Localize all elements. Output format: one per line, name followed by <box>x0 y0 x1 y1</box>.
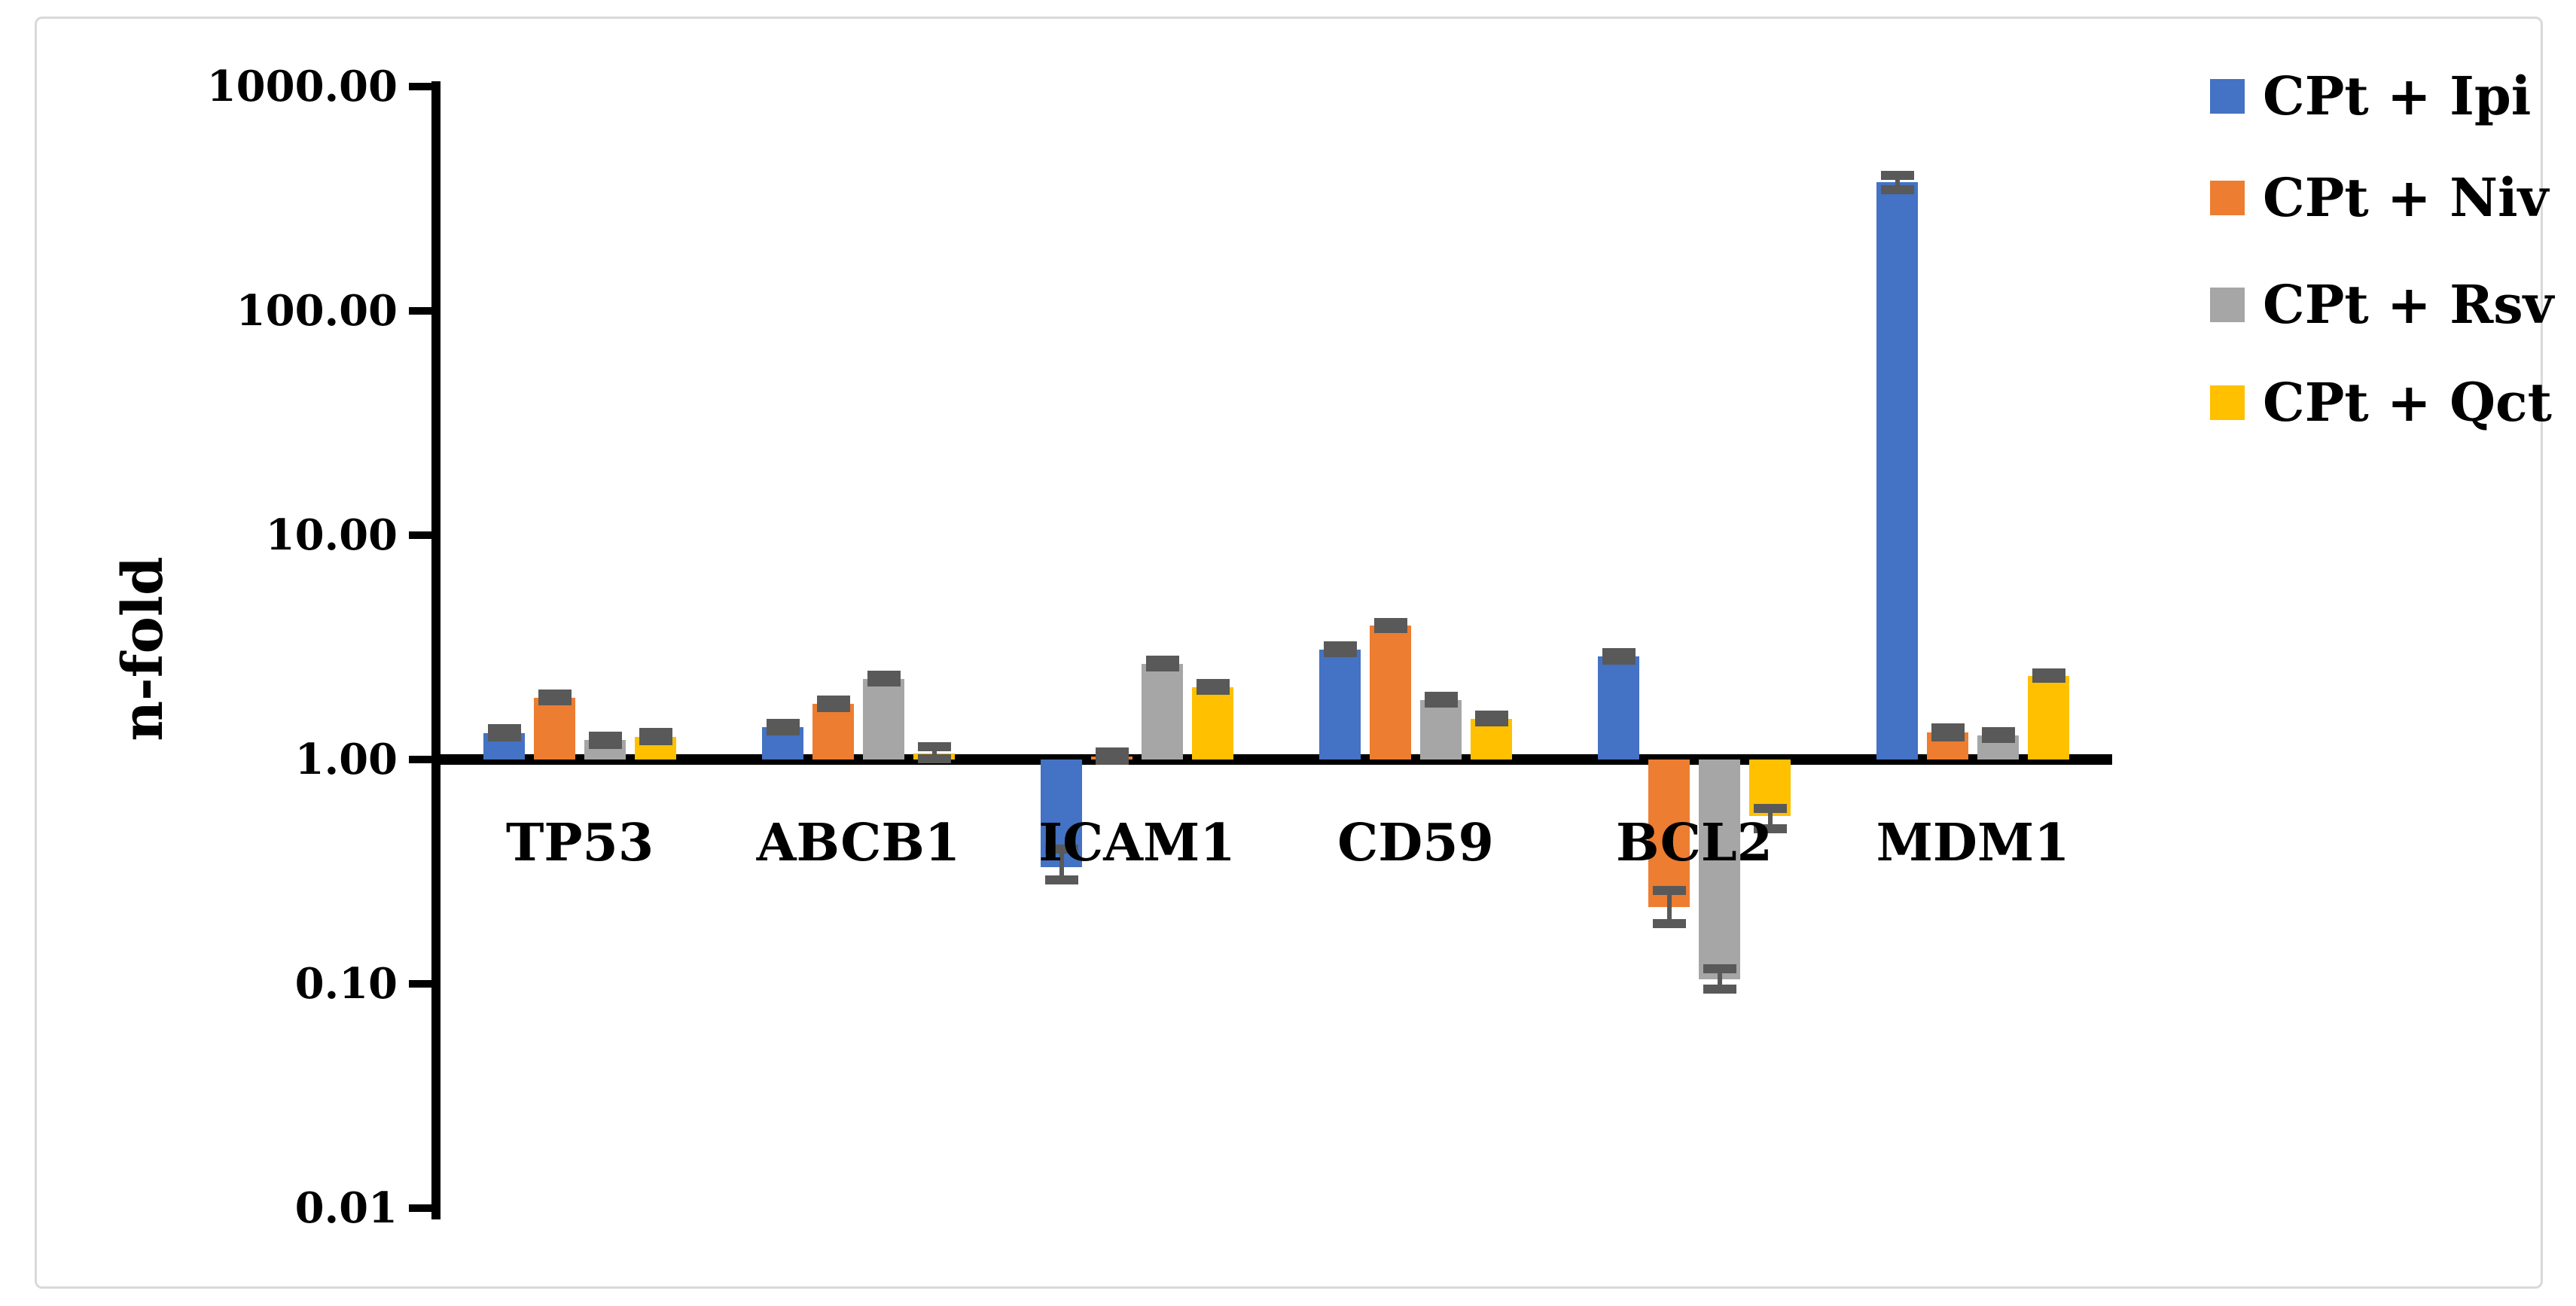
error-bar-cap <box>1095 747 1129 757</box>
error-bar-whisker <box>931 747 937 759</box>
error-bar-cap <box>1753 824 1787 834</box>
x-category-label: ICAM1 <box>1038 813 1236 873</box>
error-bar-cap <box>1095 756 1129 766</box>
error-bar-cap <box>639 728 672 738</box>
bar-BCL2-CPt+Ipi <box>1598 656 1639 760</box>
error-bar-cap <box>1044 875 1078 885</box>
bar-CD59-CPt+Rsv <box>1420 700 1462 760</box>
error-bar-cap <box>1474 710 1508 720</box>
error-bar-cap <box>487 724 521 734</box>
legend-label: CPt + Ipi <box>2263 65 2532 127</box>
error-bar-cap <box>1703 964 1736 973</box>
y-tick <box>409 531 431 539</box>
legend-label: CPt + Niv <box>2263 166 2549 229</box>
legend-swatch <box>2210 288 2245 322</box>
error-bar-cap <box>1703 984 1736 994</box>
y-tick-label: 0.01 <box>294 1183 398 1233</box>
y-axis-line <box>431 81 441 1219</box>
error-bar-cap <box>816 702 850 712</box>
legend-label: CPt + Qct <box>2263 371 2553 434</box>
error-bar-cap <box>538 696 572 706</box>
y-tick-label: 1000.00 <box>206 62 398 111</box>
error-bar-cap <box>588 739 622 749</box>
x-axis-line <box>431 754 2112 765</box>
legend-label: CPt + Rsv <box>2263 273 2554 336</box>
error-bar-cap <box>816 696 850 705</box>
legend-swatch <box>2210 181 2245 215</box>
x-category-label: BCL2 <box>1616 813 1773 873</box>
error-bar-cap <box>766 718 800 728</box>
bar-CD59-CPt+Niv <box>1370 626 1411 760</box>
y-tick <box>409 307 431 315</box>
x-category-label: ABCB1 <box>756 813 961 873</box>
error-bar-cap <box>1145 662 1179 671</box>
error-bar-cap <box>1652 919 1686 929</box>
error-bar-cap <box>588 732 622 741</box>
error-bar-cap <box>2032 674 2065 683</box>
error-bar-cap <box>1044 844 1078 854</box>
error-bar-cap <box>1652 886 1686 896</box>
error-bar-whisker <box>1059 848 1064 881</box>
bar-TP53-CPt+Niv <box>534 698 575 760</box>
y-tick-label: 100.00 <box>236 286 398 336</box>
error-bar-cap <box>1753 804 1787 814</box>
error-bar-cap <box>917 753 951 763</box>
bar-CD59-CPt+Ipi <box>1319 649 1361 760</box>
error-bar-cap <box>639 736 672 746</box>
error-bar-cap <box>1602 655 1636 665</box>
error-bar-cap <box>1981 727 2015 737</box>
bar-MDM1-CPt+Ipi <box>1876 181 1918 760</box>
error-bar-whisker <box>1717 968 1722 989</box>
bar-ICAM1-CPt+Qct <box>1192 686 1233 760</box>
bar-ICAM1-CPt+Rsv <box>1142 663 1183 760</box>
bar-ABCB1-CPt+Niv <box>812 704 854 760</box>
error-bar-cap <box>766 726 800 736</box>
y-tick-label: 0.10 <box>294 959 398 1009</box>
x-category-label: TP53 <box>505 813 654 873</box>
bar-ABCB1-CPt+Rsv <box>863 678 904 760</box>
error-bar-cap <box>1602 647 1636 657</box>
error-bar-cap <box>1323 641 1357 650</box>
error-bar-cap <box>1880 184 1914 194</box>
error-bar-cap <box>1931 732 1965 742</box>
y-tick-label: 10.00 <box>265 510 398 560</box>
error-bar-cap <box>917 742 951 752</box>
error-bar-cap <box>867 677 901 686</box>
error-bar-cap <box>1196 686 1230 696</box>
error-bar-cap <box>1196 679 1230 689</box>
y-tick <box>409 756 431 763</box>
error-bar-cap <box>538 689 572 699</box>
error-bar-cap <box>1931 723 1965 733</box>
y-tick <box>409 980 431 988</box>
bar-MDM1-CPt+Qct <box>2028 675 2069 760</box>
error-bar-cap <box>1323 647 1357 657</box>
error-bar-cap <box>1424 692 1458 702</box>
bar-BCL2-CPt+Niv <box>1648 760 1690 907</box>
error-bar-whisker <box>1666 890 1672 924</box>
x-category-label: MDM1 <box>1876 813 2070 873</box>
error-bar-cap <box>1474 717 1508 727</box>
y-tick-label: 1.00 <box>294 735 398 784</box>
error-bar-cap <box>1880 170 1914 180</box>
error-bar-cap <box>487 732 521 742</box>
bar-BCL2-CPt+Rsv <box>1699 760 1740 979</box>
figure-border <box>35 17 2543 1289</box>
legend-swatch <box>2210 385 2245 420</box>
error-bar-cap <box>1981 734 2015 744</box>
error-bar-cap <box>1373 623 1407 633</box>
error-bar-whisker <box>1767 808 1773 830</box>
y-tick <box>409 1204 431 1212</box>
error-bar-cap <box>1424 699 1458 708</box>
x-category-label: CD59 <box>1337 813 1494 873</box>
legend-swatch <box>2210 79 2245 114</box>
y-tick <box>409 83 431 90</box>
error-bar-whisker <box>1895 175 1900 190</box>
